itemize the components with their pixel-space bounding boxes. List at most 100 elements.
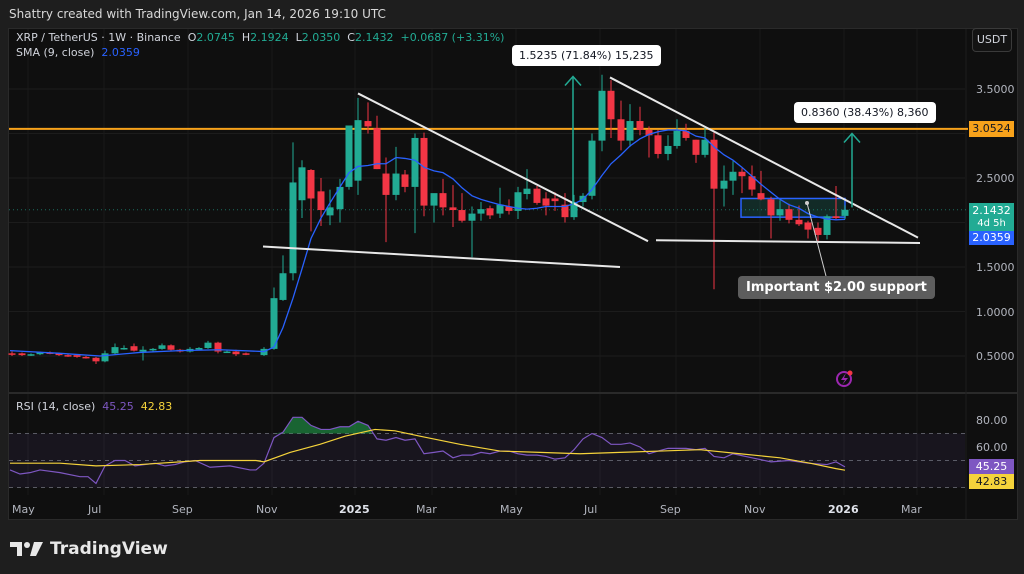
price-tick: 1.0000: [976, 306, 1015, 319]
candle-body: [439, 193, 447, 208]
rsi-label: RSI (14, close): [16, 400, 96, 413]
measure-label-1[interactable]: 1.5235 (71.84%) 15,235: [512, 45, 661, 66]
candle-body: [214, 342, 222, 352]
candle-body: [561, 204, 569, 218]
lightning-icon: [836, 370, 853, 387]
candle-body: [654, 135, 662, 154]
candle-body: [477, 209, 485, 214]
candle-body: [73, 355, 81, 357]
time-tick: 2026: [828, 503, 859, 516]
candle-body: [720, 180, 728, 189]
candle-body: [111, 347, 119, 354]
candle-body: [505, 206, 513, 211]
candle-body: [149, 348, 157, 351]
rsi-overbought-fill: [270, 417, 372, 434]
time-tick: Sep: [172, 503, 193, 516]
callout-pointer: [806, 202, 827, 277]
candle-body: [785, 209, 793, 220]
candle-body: [373, 128, 381, 170]
candle-body: [729, 171, 737, 181]
time-tick: Nov: [744, 503, 766, 516]
sma-line: [9, 129, 846, 357]
close-value: 2.1432: [354, 31, 394, 44]
candle-body: [18, 353, 26, 356]
candle-body: [289, 182, 297, 274]
candle-body: [204, 342, 212, 348]
rsi-ma-value: 42.83: [140, 400, 173, 413]
price-tick: 3.5000: [976, 83, 1015, 96]
rsi-ma-line: [10, 428, 846, 471]
measure-label-2[interactable]: 0.8360 (38.43%) 8,360: [794, 102, 936, 123]
symbol-name[interactable]: XRP / TetherUS · 1W · Binance: [16, 31, 181, 44]
arrow-head-icon: [564, 75, 582, 87]
candle-body: [167, 345, 175, 350]
last-price-tag: 2.1432 4d 5h: [969, 203, 1014, 231]
candle-body: [326, 207, 334, 216]
trendline: [357, 92, 649, 243]
support-zone-rectangle: [740, 197, 846, 218]
candle-body: [270, 298, 278, 349]
candle-body: [82, 356, 90, 359]
sma-label: SMA (9, close): [16, 46, 95, 59]
candle-body: [139, 349, 147, 352]
candle-body: [664, 145, 672, 154]
last-price-value: 2.1432: [972, 204, 1011, 217]
support-note[interactable]: Important $2.00 support: [738, 276, 935, 299]
candle-body: [692, 139, 700, 155]
candle-body: [767, 199, 775, 216]
candle-body: [626, 121, 634, 141]
candle-body: [232, 351, 240, 355]
resistance-price-tag: 3.0524: [969, 121, 1014, 137]
candle-body: [92, 357, 100, 362]
tradingview-logo: TradingView: [10, 538, 168, 560]
candle-body: [588, 140, 596, 196]
candle-body: [533, 188, 541, 203]
candle-body: [430, 193, 438, 206]
attribution-bar: Shattry created with TradingView.com, Ja…: [0, 0, 1024, 28]
candle-body: [279, 273, 287, 300]
tradingview-logo-icon: [10, 542, 43, 556]
bar-countdown: 4d 5h: [977, 218, 1006, 229]
candle-body: [336, 186, 344, 210]
candle-body: [841, 209, 849, 216]
rsi-band: [9, 433, 965, 488]
candle-body: [8, 353, 16, 355]
candle-body: [570, 202, 578, 218]
candle-body: [411, 137, 419, 187]
candle-body: [514, 192, 522, 211]
candle-body: [823, 216, 831, 235]
candle-body: [542, 198, 550, 206]
candle-body: [449, 207, 457, 211]
price-tick: 0.5000: [976, 350, 1015, 363]
candle-body: [27, 354, 35, 356]
candle-body: [223, 351, 231, 354]
candle-body: [738, 171, 746, 177]
rsi-tick: 80.00: [976, 414, 1008, 427]
candle-body: [120, 347, 128, 350]
high-value: 2.1924: [250, 31, 289, 44]
candle-body: [757, 193, 765, 200]
candle-body: [420, 137, 428, 206]
sma-legend[interactable]: SMA (9, close) 2.0359: [16, 46, 140, 59]
candle-body: [523, 188, 531, 195]
brand-name: TradingView: [50, 539, 168, 559]
candle-body: [636, 121, 644, 130]
trendline: [609, 76, 919, 239]
candle-body: [317, 191, 325, 211]
candle-body: [468, 213, 476, 221]
rsi-legend[interactable]: RSI (14, close) 45.25 42.83: [16, 400, 172, 413]
candle-body: [130, 346, 138, 351]
candle-body: [401, 174, 409, 187]
price-tick: 1.5000: [976, 261, 1015, 274]
time-tick: Jul: [584, 503, 598, 516]
candle-body: [551, 198, 559, 202]
candle-body: [345, 125, 353, 187]
time-tick: Sep: [660, 503, 681, 516]
candle-body: [55, 353, 63, 356]
time-tick: Nov: [256, 503, 278, 516]
currency-button[interactable]: USDT: [972, 28, 1012, 52]
rsi-value: 45.25: [102, 400, 134, 413]
arrow-head-icon: [843, 132, 861, 143]
candle-body: [832, 216, 840, 219]
